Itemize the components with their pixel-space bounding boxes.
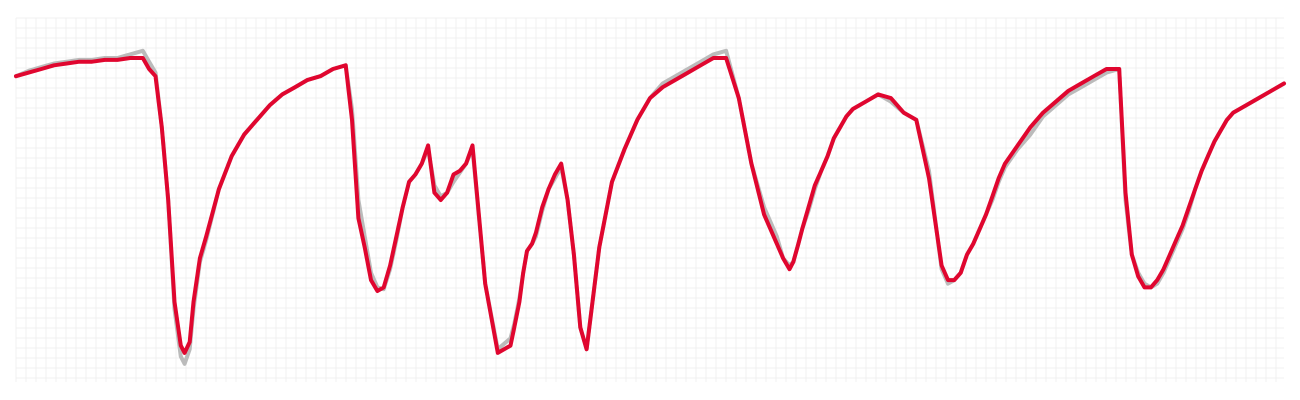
- chart-grid: [15, 17, 1284, 382]
- chart-lines: [14, 48, 1286, 366]
- series-line-2: [14, 56, 1286, 355]
